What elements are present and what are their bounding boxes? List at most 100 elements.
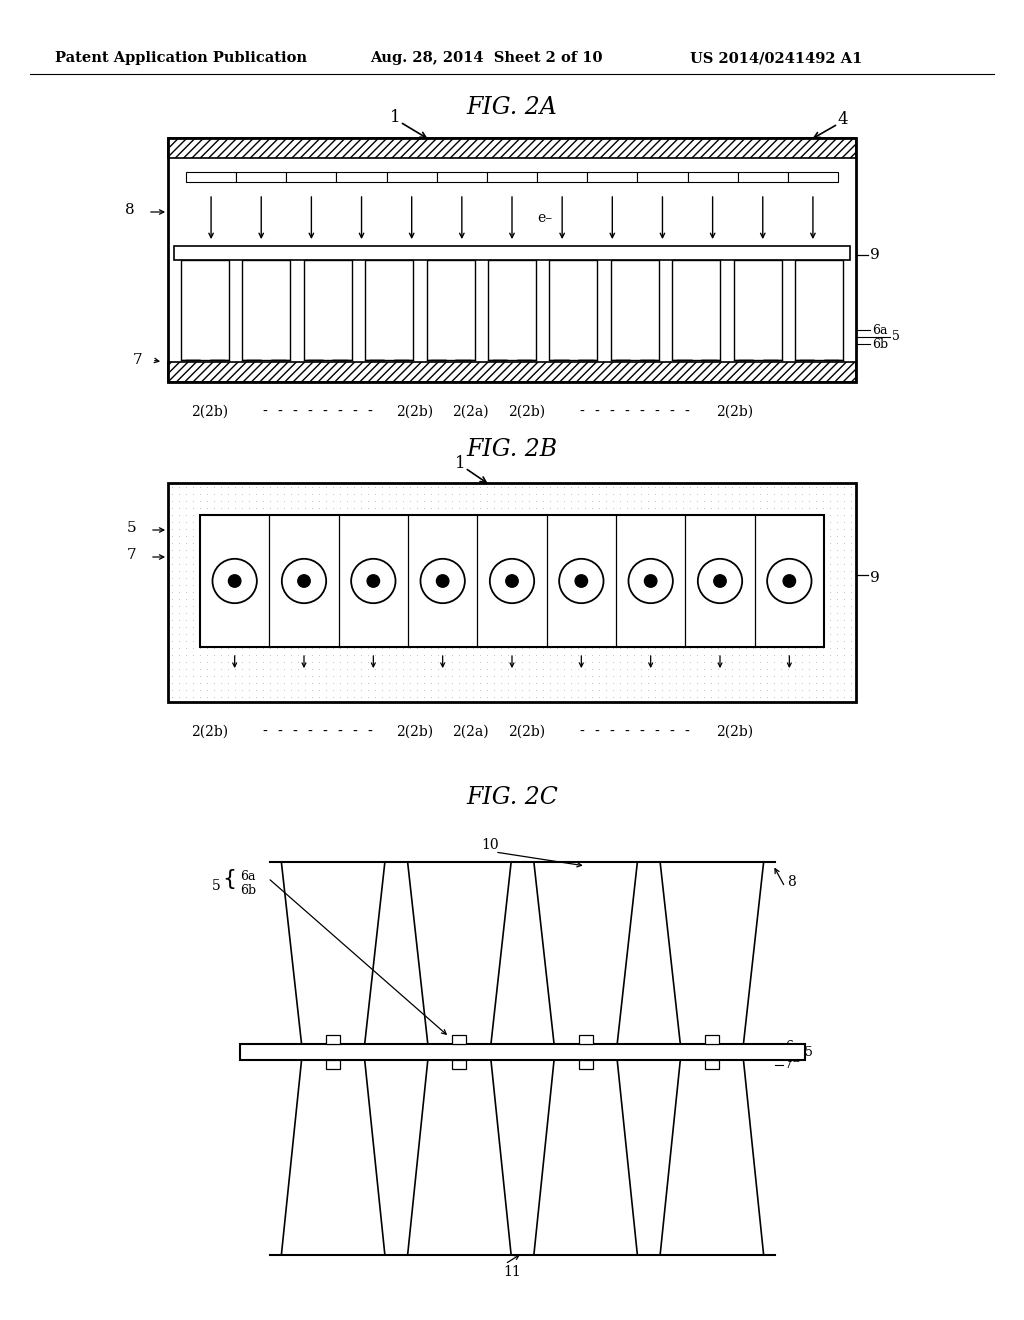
Point <box>255 511 271 532</box>
Point <box>696 672 713 693</box>
Point <box>611 546 628 568</box>
Point <box>248 477 264 498</box>
Point <box>206 568 222 589</box>
Point <box>507 568 523 589</box>
Point <box>822 680 839 701</box>
Point <box>598 532 614 553</box>
Point <box>542 623 558 644</box>
Point <box>724 498 740 519</box>
Point <box>675 568 691 589</box>
Point <box>248 483 264 504</box>
Point <box>584 568 600 589</box>
Point <box>443 680 460 701</box>
Point <box>374 498 390 519</box>
Point <box>717 665 733 686</box>
Point <box>423 616 439 638</box>
Text: -: - <box>323 725 328 739</box>
Point <box>346 553 362 574</box>
Point <box>710 574 726 595</box>
Point <box>304 540 321 561</box>
Point <box>738 546 755 568</box>
Point <box>359 686 376 708</box>
Point <box>828 561 845 582</box>
Point <box>443 477 460 498</box>
Point <box>626 532 642 553</box>
Point <box>626 511 642 532</box>
Point <box>359 638 376 659</box>
Point <box>752 644 768 665</box>
Point <box>500 553 516 574</box>
Point <box>178 525 195 546</box>
Point <box>220 540 237 561</box>
Point <box>206 672 222 693</box>
Point <box>822 540 839 561</box>
Point <box>409 504 425 525</box>
Point <box>724 546 740 568</box>
Point <box>653 568 670 589</box>
Point <box>828 680 845 701</box>
Point <box>766 540 782 561</box>
Point <box>766 652 782 673</box>
Point <box>275 561 292 582</box>
Point <box>822 511 839 532</box>
Point <box>598 652 614 673</box>
Point <box>226 652 243 673</box>
Point <box>660 546 677 568</box>
Point <box>689 519 706 540</box>
Point <box>598 616 614 638</box>
Point <box>549 568 565 589</box>
Point <box>689 498 706 519</box>
Point <box>485 561 502 582</box>
Bar <box>796 260 843 360</box>
Point <box>485 638 502 659</box>
Point <box>527 574 544 595</box>
Point <box>822 532 839 553</box>
Point <box>535 553 551 574</box>
Point <box>780 680 797 701</box>
Text: 5: 5 <box>892 330 900 343</box>
Point <box>339 540 355 561</box>
Point <box>786 631 803 652</box>
Point <box>465 659 481 680</box>
Point <box>668 553 684 574</box>
Point <box>717 652 733 673</box>
Point <box>696 680 713 701</box>
Point <box>682 665 698 686</box>
Point <box>759 568 775 589</box>
Point <box>682 623 698 644</box>
Point <box>689 553 706 574</box>
Point <box>577 665 593 686</box>
Point <box>542 610 558 631</box>
Point <box>828 652 845 673</box>
Point <box>206 665 222 686</box>
Point <box>710 672 726 693</box>
Point <box>759 659 775 680</box>
Point <box>346 631 362 652</box>
Point <box>184 483 201 504</box>
Point <box>668 568 684 589</box>
Point <box>766 672 782 693</box>
Point <box>304 638 321 659</box>
Point <box>527 680 544 701</box>
Text: 6a: 6a <box>872 323 888 337</box>
Point <box>556 665 572 686</box>
Point <box>675 686 691 708</box>
Text: -: - <box>654 405 659 418</box>
Point <box>206 491 222 512</box>
Point <box>275 589 292 610</box>
Point <box>660 532 677 553</box>
Point <box>752 610 768 631</box>
Point <box>759 511 775 532</box>
Point <box>836 665 852 686</box>
Point <box>702 546 719 568</box>
Point <box>675 477 691 498</box>
Point <box>605 665 622 686</box>
Point <box>752 483 768 504</box>
Point <box>710 568 726 589</box>
Point <box>359 631 376 652</box>
Point <box>171 498 187 519</box>
Point <box>828 525 845 546</box>
Point <box>794 631 810 652</box>
Point <box>710 680 726 701</box>
Point <box>836 483 852 504</box>
